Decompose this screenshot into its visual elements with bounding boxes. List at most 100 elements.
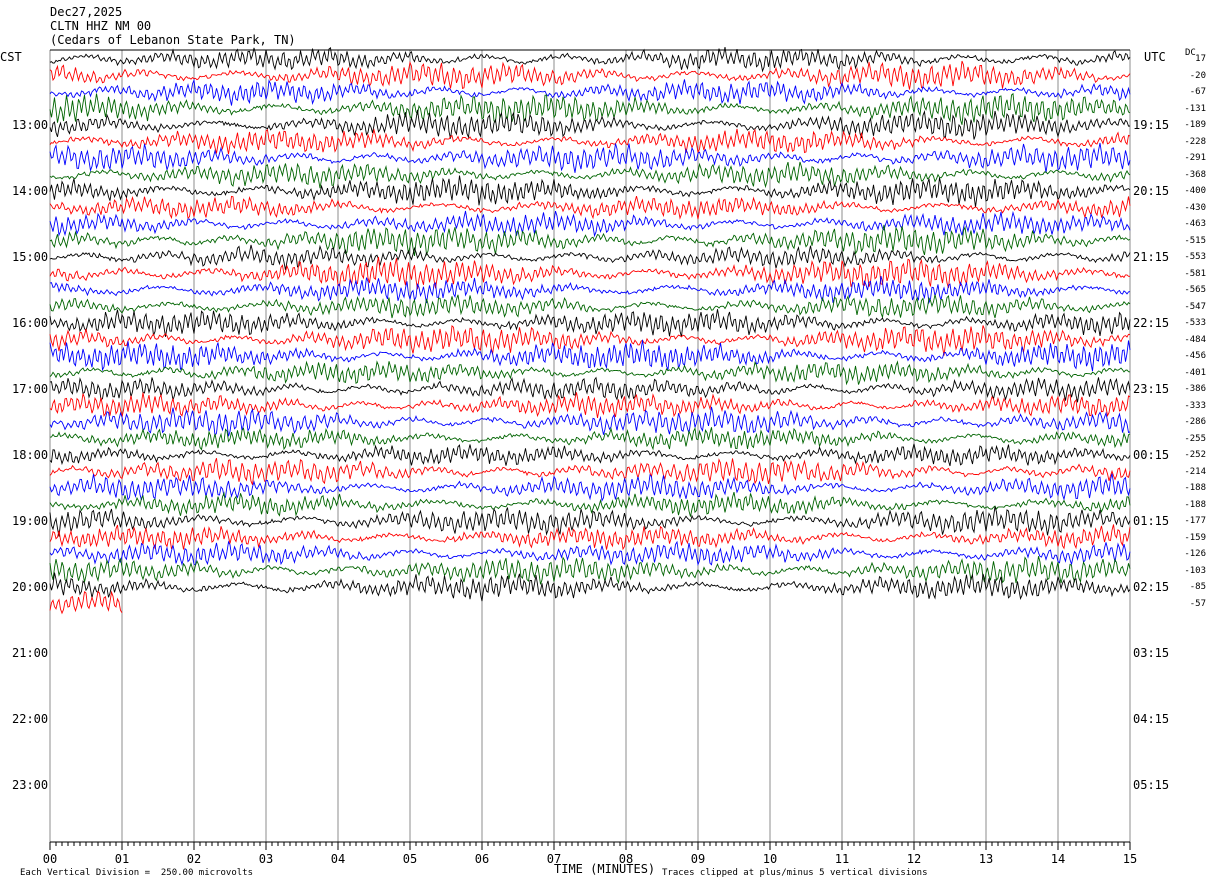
x-tick-label: 04: [331, 852, 345, 866]
seismic-trace-line: [49, 210, 1131, 238]
dc-offset-value: -463: [1184, 219, 1206, 229]
right-timezone-label: UTC: [1144, 50, 1166, 64]
dc-offset-value: -430: [1184, 202, 1206, 213]
cst-hour-label: 22:00: [12, 712, 49, 726]
dc-offset-value: -20: [1189, 70, 1206, 81]
x-tick-label: 00: [43, 852, 57, 866]
seismic-trace-line: [49, 360, 1131, 386]
dc-offset-value: -515: [1184, 235, 1206, 246]
seismic-trace-line: [49, 556, 1131, 585]
time-axis: 00 01 02 03 04 05 06 07 08 09 10 11 12 13 14 15: [43, 842, 1137, 866]
dc-offset-value: -188: [1184, 483, 1206, 493]
dc-offset-value: -252: [1184, 450, 1206, 460]
seismic-trace-line: [49, 339, 1131, 372]
seismic-trace-line: [49, 78, 1131, 106]
cst-hour-label: 15:00: [12, 250, 49, 264]
dc-offset-header: DC: [1185, 48, 1196, 58]
plot-date: Dec27,2025: [50, 5, 123, 19]
dc-offset-value: -57: [1189, 598, 1206, 609]
x-tick-label: 13: [979, 852, 993, 866]
seismic-trace-line: [49, 524, 1131, 551]
dc-offset-value: -547: [1184, 301, 1206, 312]
x-tick-label: 03: [259, 852, 273, 866]
seismic-trace-line: [49, 195, 1131, 220]
seismic-trace-line: [49, 392, 1131, 418]
dc-offset-value: -291: [1184, 153, 1206, 163]
x-tick-label: 07: [547, 852, 561, 866]
dc-offset-value: -188: [1184, 499, 1206, 510]
station-code: CLTN HHZ NM 00: [50, 19, 152, 33]
dc-offset-value: -214: [1184, 466, 1206, 477]
seismic-trace-line: [49, 324, 1131, 356]
dc-offset-value: -553: [1184, 252, 1206, 262]
dc-offset-value: -386: [1184, 384, 1206, 394]
dc-offset-value: -177: [1184, 516, 1206, 526]
seismic-trace-line: [49, 473, 1131, 502]
seismic-trace-line: [49, 540, 1131, 567]
cst-hour-label: 16:00: [12, 316, 49, 330]
seismic-trace-line: [49, 46, 1131, 73]
cst-hour-label: 13:00: [12, 118, 49, 132]
dc-offset-value: 17: [1195, 54, 1206, 64]
cst-hour-label: 17:00: [12, 382, 49, 396]
utc-hour-label: 23:15: [1133, 382, 1170, 396]
seismic-trace-line: [49, 275, 1131, 305]
seismic-trace-line: [49, 92, 1131, 125]
utc-hour-label: 01:15: [1133, 514, 1170, 528]
dc-offset-value: -333: [1184, 400, 1206, 411]
x-tick-label: 06: [475, 852, 489, 866]
dc-offset-value: -368: [1184, 169, 1206, 180]
seismic-trace-line: [49, 491, 1131, 517]
seismic-trace-line: [49, 142, 1131, 173]
seismic-trace-line: [49, 309, 1131, 338]
dc-offset-value: -228: [1184, 136, 1206, 147]
seismic-trace-line: [49, 109, 1131, 140]
left-timezone-label: CST: [0, 50, 22, 64]
x-axis-title: TIME (MINUTES): [554, 862, 656, 876]
x-tick-label: 02: [187, 852, 201, 866]
x-tick-label: 14: [1051, 852, 1065, 866]
clip-note: Traces clipped at plus/minus 5 vertical …: [662, 868, 928, 878]
utc-hour-label: 00:15: [1133, 448, 1170, 462]
cst-hour-label: 19:00: [12, 514, 49, 528]
dc-offset-value: -255: [1184, 433, 1206, 444]
dc-offset-value: -581: [1184, 268, 1206, 279]
seismic-trace-line: [49, 224, 1131, 257]
seismic-trace-line: [49, 60, 1131, 90]
dc-offset-value: -484: [1184, 334, 1206, 345]
cst-hour-label: 18:00: [12, 448, 49, 462]
seismic-trace-line: [49, 406, 1131, 437]
utc-hour-label: 02:15: [1133, 580, 1170, 594]
dc-offset-value: -159: [1184, 532, 1206, 543]
cst-hour-label: 20:00: [12, 580, 49, 594]
x-tick-label: 10: [763, 852, 777, 866]
dc-offset-value: -103: [1184, 565, 1206, 576]
dc-offset-value: -126: [1184, 549, 1206, 559]
scale-note: Each Vertical Division = 250.00 microvol…: [20, 868, 253, 878]
dc-offset-value: -533: [1184, 318, 1206, 328]
seismic-traces: [49, 46, 1131, 615]
seismic-trace-line: [49, 175, 1131, 208]
x-tick-label: 05: [403, 852, 417, 866]
x-tick-label: 12: [907, 852, 921, 866]
x-tick-label: 08: [619, 852, 633, 866]
dc-offset-value: -401: [1184, 367, 1206, 378]
dc-offset-value: -67: [1189, 87, 1206, 97]
utc-hour-label: 19:15: [1133, 118, 1170, 132]
dc-offset-value: -189: [1184, 120, 1206, 130]
station-location: (Cedars of Lebanon State Park, TN): [50, 33, 296, 47]
seismic-trace-line: [49, 244, 1131, 271]
x-tick-label: 09: [691, 852, 705, 866]
cst-hour-label: 23:00: [12, 778, 49, 792]
x-tick-label: 15: [1123, 852, 1137, 866]
dc-offset-value: -400: [1184, 186, 1206, 196]
utc-hour-label: 20:15: [1133, 184, 1170, 198]
cst-hour-label: 21:00: [12, 646, 49, 660]
seismic-trace-line: [49, 128, 1131, 155]
minute-grid: [49, 49, 1131, 843]
utc-hour-label: 22:15: [1133, 316, 1170, 330]
seismic-trace-line: [49, 506, 1131, 537]
x-tick-label: 11: [835, 852, 849, 866]
utc-hour-label: 21:15: [1133, 250, 1170, 264]
dc-offset-value: -456: [1184, 351, 1206, 361]
